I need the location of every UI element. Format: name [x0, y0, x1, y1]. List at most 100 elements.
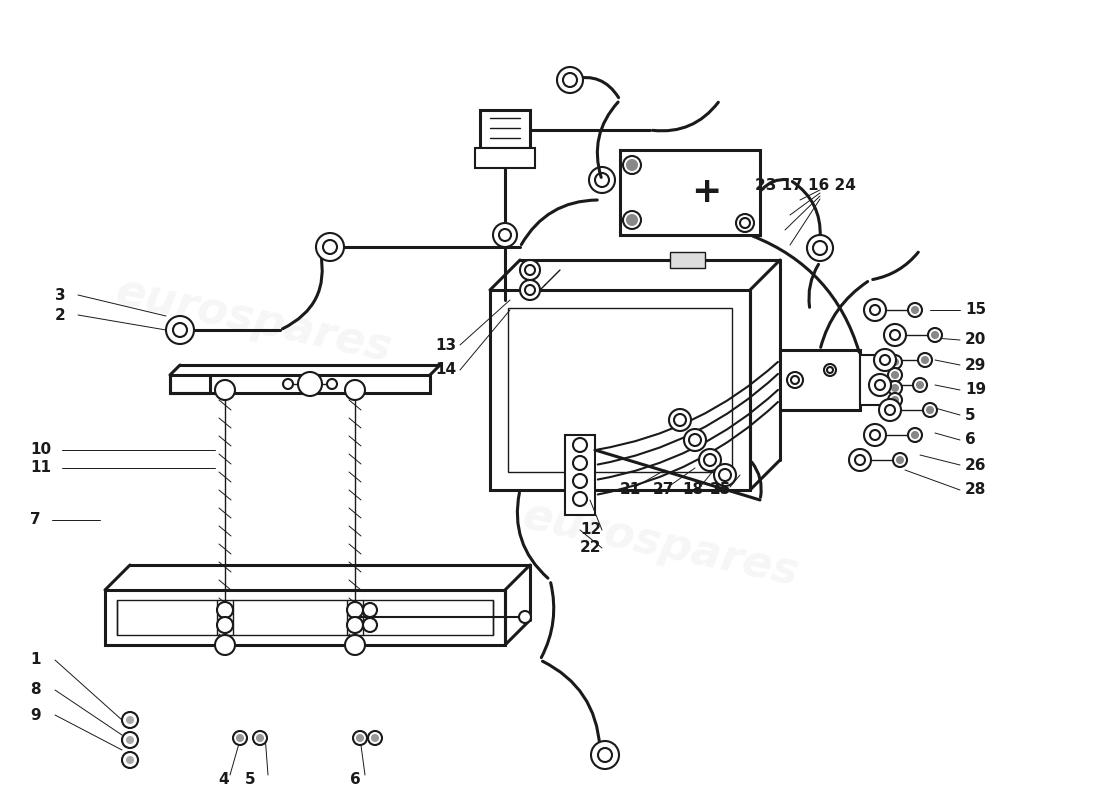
- Circle shape: [217, 602, 233, 618]
- Circle shape: [217, 617, 233, 633]
- Circle shape: [864, 424, 886, 446]
- Circle shape: [573, 492, 587, 506]
- Text: eurospares: eurospares: [518, 494, 802, 594]
- Text: 2: 2: [55, 307, 66, 322]
- Circle shape: [922, 357, 928, 363]
- Circle shape: [719, 469, 732, 481]
- Circle shape: [353, 731, 367, 745]
- Circle shape: [520, 280, 540, 300]
- Bar: [490, 290, 750, 490]
- Text: 18: 18: [682, 482, 703, 498]
- Bar: [170, 375, 430, 393]
- Text: 20: 20: [965, 333, 987, 347]
- Circle shape: [345, 380, 365, 400]
- Circle shape: [557, 67, 583, 93]
- Circle shape: [573, 438, 587, 452]
- Circle shape: [855, 455, 865, 465]
- Text: 6: 6: [350, 773, 361, 787]
- Text: 25: 25: [710, 482, 732, 498]
- Text: +: +: [692, 175, 722, 210]
- Circle shape: [704, 454, 716, 466]
- Circle shape: [827, 367, 833, 373]
- Circle shape: [923, 403, 937, 417]
- Text: 26: 26: [965, 458, 987, 473]
- Circle shape: [888, 368, 902, 382]
- Circle shape: [595, 173, 609, 187]
- Text: 7: 7: [30, 513, 41, 527]
- Text: 15: 15: [965, 302, 986, 318]
- Circle shape: [323, 240, 337, 254]
- Circle shape: [126, 757, 133, 763]
- Circle shape: [888, 355, 902, 369]
- Circle shape: [932, 332, 938, 338]
- Text: 21: 21: [620, 482, 641, 498]
- Circle shape: [253, 731, 267, 745]
- Circle shape: [573, 456, 587, 470]
- Circle shape: [928, 328, 942, 342]
- Circle shape: [674, 414, 686, 426]
- Circle shape: [519, 611, 531, 623]
- Circle shape: [346, 617, 363, 633]
- Circle shape: [912, 307, 918, 313]
- Circle shape: [896, 457, 903, 463]
- Circle shape: [908, 303, 922, 317]
- Circle shape: [316, 233, 344, 261]
- Bar: [565, 435, 595, 515]
- Circle shape: [874, 349, 896, 371]
- Circle shape: [520, 260, 540, 280]
- Bar: [620, 150, 760, 235]
- Circle shape: [283, 379, 293, 389]
- Circle shape: [345, 635, 365, 655]
- Circle shape: [173, 323, 187, 337]
- Circle shape: [298, 372, 322, 396]
- Circle shape: [236, 735, 243, 741]
- Circle shape: [913, 378, 927, 392]
- Circle shape: [623, 211, 641, 229]
- Text: 27: 27: [653, 482, 674, 498]
- Circle shape: [879, 399, 901, 421]
- Circle shape: [869, 374, 891, 396]
- Text: 12: 12: [580, 522, 602, 538]
- Text: 23 17 16 24: 23 17 16 24: [755, 178, 856, 193]
- Circle shape: [870, 430, 880, 440]
- Circle shape: [525, 265, 535, 275]
- Circle shape: [591, 741, 619, 769]
- Circle shape: [813, 241, 827, 255]
- Text: eurospares: eurospares: [111, 270, 395, 370]
- Circle shape: [669, 409, 691, 431]
- Circle shape: [363, 618, 377, 632]
- Bar: [780, 350, 860, 410]
- Circle shape: [214, 380, 235, 400]
- Circle shape: [525, 285, 535, 295]
- Text: 8: 8: [30, 682, 41, 698]
- Circle shape: [627, 160, 637, 170]
- Text: 28: 28: [965, 482, 987, 498]
- Bar: [508, 308, 732, 472]
- Circle shape: [122, 752, 138, 768]
- Text: 9: 9: [30, 707, 41, 722]
- Text: 14: 14: [434, 362, 456, 378]
- Circle shape: [573, 474, 587, 488]
- Circle shape: [588, 167, 615, 193]
- Circle shape: [890, 330, 900, 340]
- Circle shape: [888, 393, 902, 407]
- Text: 3: 3: [55, 287, 66, 302]
- Circle shape: [888, 381, 902, 395]
- Circle shape: [791, 376, 799, 384]
- Text: 4: 4: [218, 773, 229, 787]
- Circle shape: [870, 305, 880, 315]
- Circle shape: [358, 735, 363, 741]
- Circle shape: [493, 223, 517, 247]
- Circle shape: [122, 732, 138, 748]
- Circle shape: [880, 355, 890, 365]
- Circle shape: [892, 385, 898, 391]
- Circle shape: [372, 735, 378, 741]
- Circle shape: [346, 602, 363, 618]
- Circle shape: [807, 235, 833, 261]
- Text: 10: 10: [30, 442, 51, 458]
- Text: 1: 1: [30, 653, 41, 667]
- Circle shape: [927, 407, 933, 413]
- Circle shape: [740, 218, 750, 228]
- Circle shape: [908, 428, 922, 442]
- Bar: [480, 110, 530, 148]
